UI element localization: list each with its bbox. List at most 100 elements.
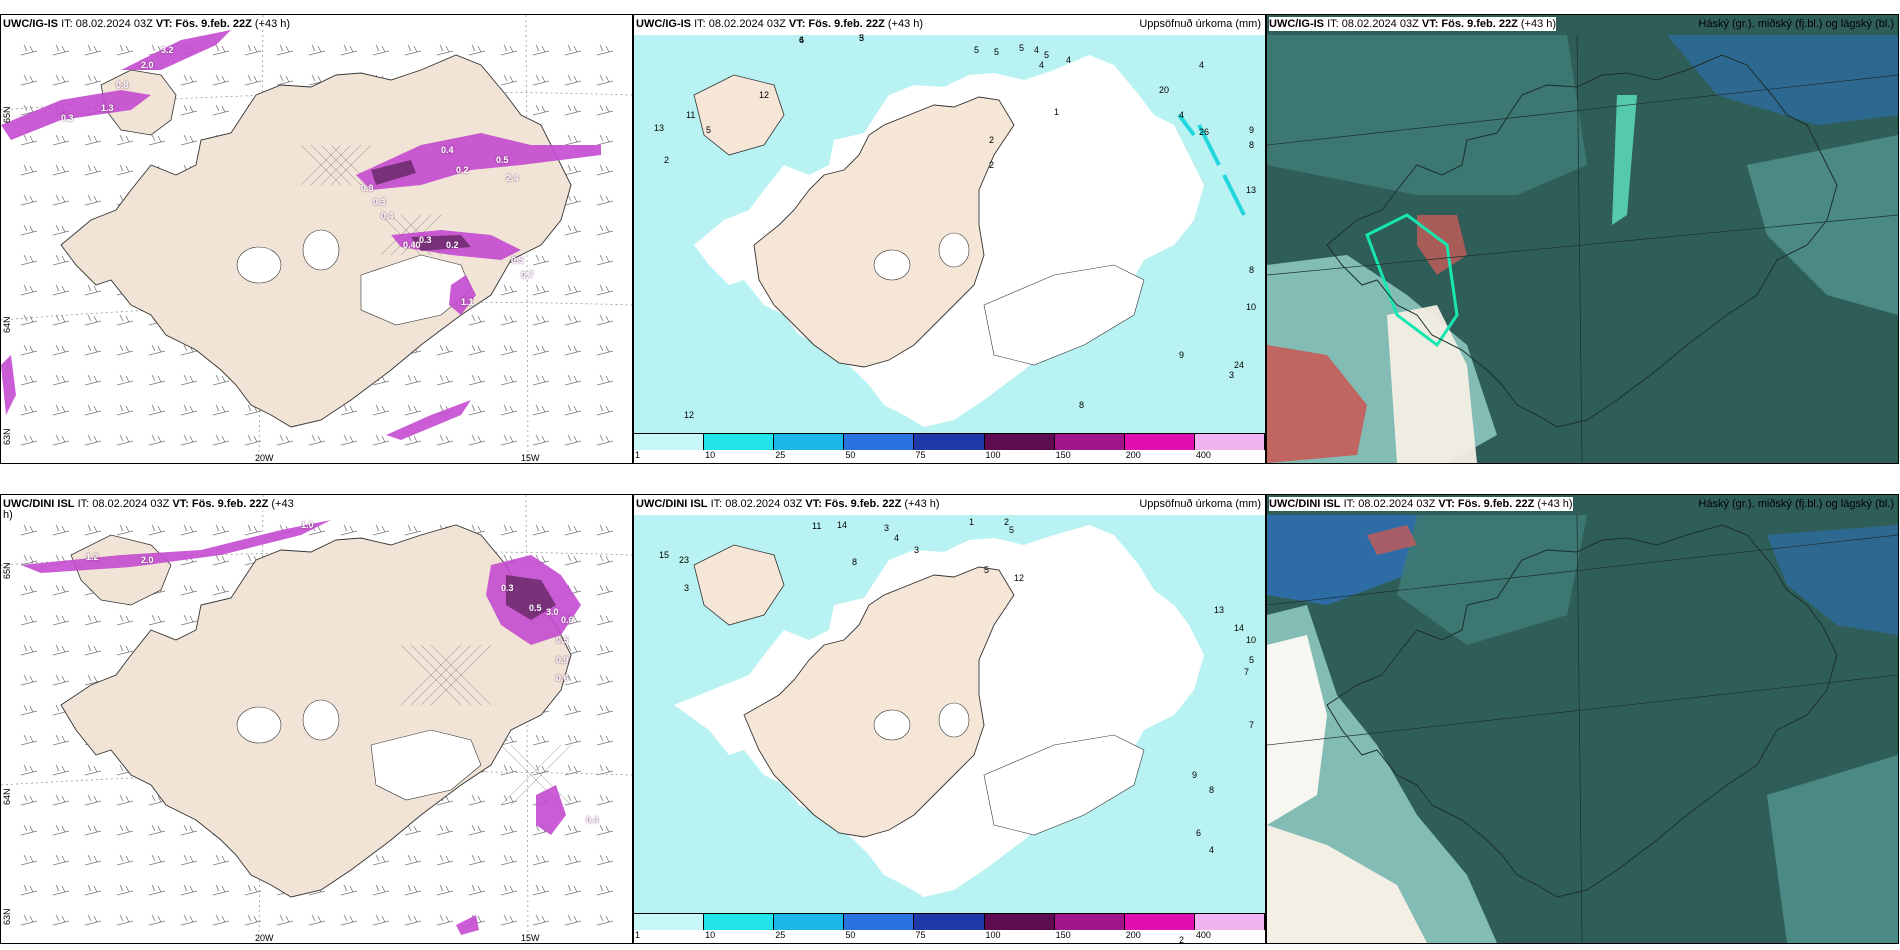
- header-lead: (+43 h): [904, 498, 940, 510]
- value-label: 14: [837, 520, 848, 530]
- header-lead: (+43: [271, 498, 294, 510]
- colorbar-tick-label: 200: [1125, 450, 1141, 460]
- value-label: 0.4: [586, 815, 599, 825]
- panel-bottom-right: UWC/DINI ISL IT: 08.02.2024 03Z VT: Fös.…: [1266, 494, 1900, 944]
- value-label: 4: [1039, 60, 1045, 70]
- value-label: 9: [1249, 125, 1255, 135]
- value-label: 1.2: [86, 552, 99, 562]
- value-label: 6: [1196, 828, 1202, 838]
- value-label: 2: [664, 155, 670, 165]
- colorbar-tick-label: 150: [1055, 450, 1071, 460]
- colorbar-swatch: [634, 434, 705, 450]
- header-vt: VT: Fös. 9.feb. 22Z: [788, 18, 885, 30]
- colorbar-swatch: [914, 434, 985, 450]
- value-label: 12: [1014, 573, 1025, 583]
- value-label: 3: [859, 33, 865, 43]
- value-label: 4: [1209, 845, 1215, 855]
- panel-bottom-left: UWC/DINI ISL IT: 08.02.2024 03Z VT: Fös.…: [0, 494, 633, 944]
- header-lead: (+43 h): [254, 18, 291, 30]
- lat-label-63n: 63N: [2, 908, 12, 925]
- header-vt: VT: Fös. 9.feb. 22Z: [172, 498, 269, 510]
- value-label: 1.3: [101, 103, 114, 113]
- value-label: 0.9: [361, 183, 374, 193]
- header-wrap: h): [3, 509, 13, 521]
- value-label: 5: [859, 33, 865, 43]
- value-label: 0.3: [373, 197, 386, 207]
- value-label: 0.6: [556, 673, 569, 683]
- value-label: 0.3: [61, 113, 74, 123]
- value-label: 5: [1009, 525, 1015, 535]
- panel-header: UWC/IG-IS IT: 08.02.2024 03Z VT: Fös. 9.…: [636, 17, 923, 31]
- value-label: 5: [984, 565, 990, 575]
- value-label: 0.2: [446, 240, 459, 250]
- value-label: 4: [894, 533, 900, 543]
- header-model: UWC/IG-IS: [3, 18, 58, 30]
- value-label: 11: [686, 110, 696, 120]
- value-label: 2: [989, 135, 995, 145]
- colorbar-tick-label: 50: [845, 450, 856, 460]
- header-it: IT: 08.02.2024 03Z: [1343, 498, 1436, 510]
- header-it: IT: 08.02.2024 03Z: [77, 498, 170, 510]
- value-label: 26: [1199, 127, 1210, 137]
- value-label: 3: [1229, 370, 1235, 380]
- panel-header: UWC/DINI ISL IT: 08.02.2024 03Z VT: Fös.…: [636, 497, 940, 511]
- colorbar-swatch: [1124, 914, 1195, 930]
- value-label: 4: [1066, 55, 1072, 65]
- colorbar: [634, 913, 1265, 930]
- colorbar-tick-label: 200: [1125, 930, 1141, 940]
- header-lead: (+43 h): [887, 18, 924, 30]
- value-label: 3.2: [161, 45, 174, 55]
- lat-label-64n: 64N: [2, 788, 12, 805]
- panel-right-title: Háský (gr.), miðský (fj.bl.) og lágský (…: [1698, 498, 1894, 510]
- panel-header: UWC/IG-IS IT: 08.02.2024 03Z VT: Fös. 9.…: [3, 17, 290, 31]
- value-label: 5: [1249, 655, 1255, 665]
- colorbar-tick-label: 10: [705, 930, 716, 940]
- lon-label-20w: 20W: [255, 933, 274, 943]
- lat-label-63n: 63N: [2, 428, 12, 445]
- lat-label-65n: 65N: [2, 562, 12, 579]
- colorbar-labels: 1 10 25 50 75 100 150 200 400: [634, 930, 1265, 942]
- value-label: 2: [1004, 517, 1010, 527]
- value-label: 8: [1079, 400, 1085, 410]
- value-label: 4: [1034, 45, 1040, 55]
- header-model: UWC/IG-IS: [1269, 18, 1324, 30]
- value-label: 0.6: [561, 615, 574, 625]
- value-label: 0.8: [116, 80, 129, 90]
- value-label: 0.9: [556, 655, 569, 665]
- colorbar-tick-label: 100: [985, 450, 1001, 460]
- colorbar-swatch: [844, 434, 915, 450]
- value-label: 3.0: [546, 607, 559, 617]
- colorbar-tick-label: 50: [845, 930, 856, 940]
- iceland-land: [743, 566, 1015, 838]
- value-label: 0.3: [501, 583, 514, 593]
- value-label: 1.1: [461, 297, 474, 307]
- colorbar-swatch: [984, 914, 1055, 930]
- lon-label-20w: 20W: [255, 453, 274, 463]
- map-canvas: [1267, 514, 1898, 943]
- header-vt: VT: Fös. 9.feb. 22Z: [1438, 498, 1535, 510]
- colorbar-tick-label: 25: [775, 450, 786, 460]
- header-model: UWC/DINI ISL: [1269, 498, 1341, 510]
- map-frame: UWC/DINI ISL IT: 08.02.2024 03Z VT: Fös.…: [633, 494, 1266, 944]
- value-label: 3: [914, 545, 920, 555]
- header-vt: VT: Fös. 9.feb. 22Z: [1421, 18, 1518, 30]
- value-label: 5: [994, 47, 1000, 57]
- map-canvas: [1, 495, 632, 943]
- value-label: 4: [799, 35, 805, 45]
- value-label: 8: [1209, 785, 1215, 795]
- value-label: 0.3: [419, 235, 432, 245]
- value-label: 13: [654, 123, 665, 133]
- value-label: 6: [799, 35, 805, 45]
- colorbar-swatch: [1124, 434, 1195, 450]
- value-label: 5: [1044, 50, 1050, 60]
- header-model: UWC/IG-IS: [636, 18, 691, 30]
- panel-top-mid: UWC/IG-IS IT: 08.02.2024 03Z VT: Fös. 9.…: [633, 14, 1266, 464]
- colorbar-tick-label: 400: [1195, 450, 1211, 460]
- panel-right-title: Uppsöfnuð úrkoma (mm): [1139, 18, 1261, 30]
- value-label: 2.0: [141, 60, 154, 70]
- colorbar-tick-label: 400: [1195, 930, 1211, 940]
- value-label: 0.7: [521, 270, 534, 280]
- value-label: 0.5: [511, 255, 524, 265]
- header-model: UWC/DINI ISL: [636, 498, 708, 510]
- value-label: 8: [852, 557, 858, 567]
